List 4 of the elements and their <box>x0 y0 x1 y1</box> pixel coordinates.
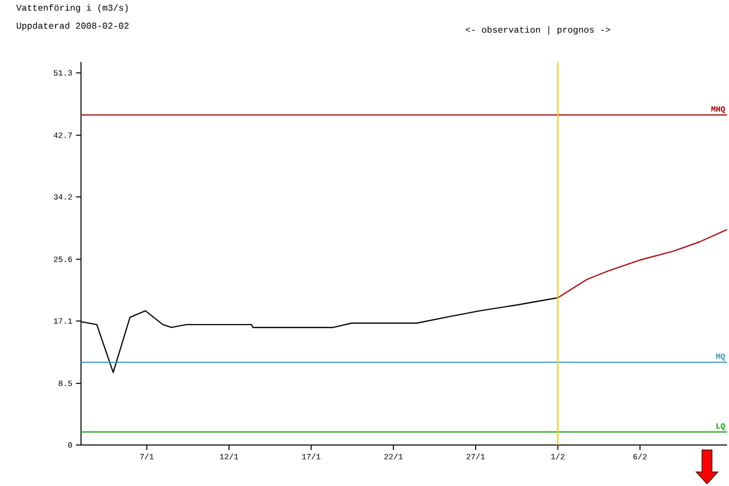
line-series <box>557 228 728 298</box>
chart-subtitle: Uppdaterad 2008-02-02 <box>16 22 129 31</box>
chart-title: Vattenföring i (m3/s) <box>16 4 128 13</box>
text: <- observation | prognos -> <box>466 26 610 35</box>
